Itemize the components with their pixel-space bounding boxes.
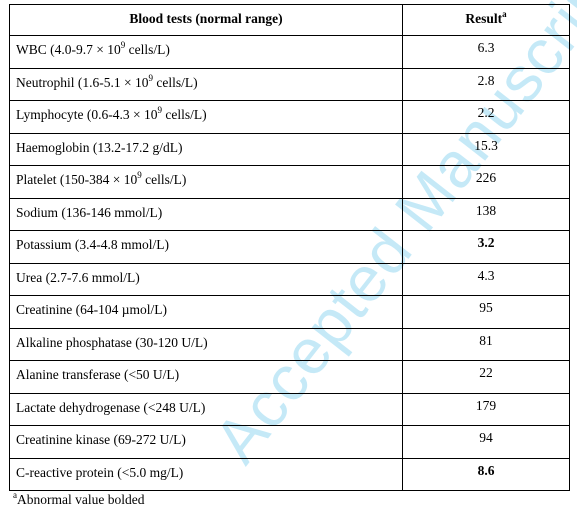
result-cell: 94 (402, 425, 570, 459)
table-row: Platelet (150-384 × 109 cells/L) 226 (9, 165, 570, 199)
table-row: Potassium (3.4-4.8 mmol/L) 3.2 (9, 230, 570, 264)
table-row: Sodium (136-146 mmol/L) 138 (9, 197, 570, 231)
test-name: Lymphocyte (0.6-4.3 × 10 (16, 107, 158, 122)
test-name-cell: Neutrophil (1.6-5.1 × 109 cells/L) (9, 67, 403, 101)
test-name: Alanine transferase (<50 U/L) (16, 367, 180, 382)
result-cell: 81 (402, 327, 570, 361)
table-row: Creatinine (64-104 µmol/L) 95 (9, 295, 570, 329)
test-name-cell: Haemoglobin (13.2-17.2 g/dL) (9, 132, 403, 166)
test-name: Alkaline phosphatase (30-120 U/L) (16, 334, 208, 350)
table-row: Neutrophil (1.6-5.1 × 109 cells/L) 2.8 (9, 67, 570, 101)
result-cell: 138 (402, 197, 570, 231)
test-name-cell: Urea (2.7-7.6 mmol/L) (9, 262, 403, 296)
result-cell: 8.6 (402, 457, 570, 491)
test-name-cell: C-reactive protein (<5.0 mg/L) (9, 457, 403, 491)
header-result-label: Result (465, 11, 503, 26)
test-name-cell: WBC (4.0-9.7 × 109 cells/L) (9, 35, 403, 69)
table-row: Urea (2.7-7.6 mmol/L) 4.3 (9, 262, 570, 296)
result-cell: 2.8 (402, 67, 570, 101)
header-result-sup: a (502, 9, 507, 19)
test-name-cell: Lymphocyte (0.6-4.3 × 109 cells/L) (9, 100, 403, 134)
test-name-cell: Platelet (150-384 × 109 cells/L) (9, 165, 403, 199)
test-name-exponent: 9 (148, 72, 153, 83)
table-body: WBC (4.0-9.7 × 109 cells/L) 6.3 Neutrophil… (9, 35, 570, 491)
footnote-text: Abnormal value bolded (17, 492, 145, 507)
result-cell: 95 (402, 295, 570, 329)
result-cell: 6.3 (402, 35, 570, 69)
test-name: Potassium (3.4-4.8 mmol/L) (16, 237, 169, 252)
test-name: Haemoglobin (13.2-17.2 g/dL) (16, 139, 183, 155)
table-row: Alanine transferase (<50 U/L) 22 (9, 360, 570, 394)
test-name: WBC (4.0-9.7 × 10 (16, 42, 121, 57)
test-name-cell: Potassium (3.4-4.8 mmol/L) (9, 230, 403, 264)
header-result: Resulta (402, 4, 570, 36)
table-row: Lactate dehydrogenase (<248 U/L) 179 (9, 392, 570, 426)
test-name-cell: Alkaline phosphatase (30-120 U/L) (9, 327, 403, 361)
table-header-row: Blood tests (normal range) Resulta (9, 4, 570, 36)
table-row: Creatinine kinase (69-272 U/L) 94 (9, 425, 570, 459)
header-test: Blood tests (normal range) (9, 4, 403, 36)
test-name-exponent: 9 (157, 105, 162, 115)
test-name-unit: cells/L) (161, 107, 207, 122)
test-name: Sodium (136-146 mmol/L) (16, 204, 163, 220)
test-name: C-reactive protein (<5.0 mg/L) (16, 464, 184, 480)
blood-tests-table: Blood tests (normal range) Resulta WBC (… (9, 4, 570, 491)
table-row: Lymphocyte (0.6-4.3 × 109 cells/L) 2.2 (9, 100, 570, 134)
table-row: Haemoglobin (13.2-17.2 g/dL) 15.3 (9, 132, 570, 166)
footnote: aAbnormal value bolded (13, 490, 145, 508)
table-row: Alkaline phosphatase (30-120 U/L) 81 (9, 327, 570, 361)
test-name: Neutrophil (1.6-5.1 × 10 (16, 74, 149, 90)
result-cell: 22 (402, 360, 570, 394)
test-name: Creatinine kinase (69-272 U/L) (16, 432, 186, 447)
test-name: Platelet (150-384 × 10 (16, 172, 138, 187)
test-name-exponent: 9 (137, 170, 142, 180)
test-name: Creatinine (64-104 µmol/L) (16, 302, 167, 317)
result-cell: 15.3 (402, 132, 570, 166)
result-cell: 3.2 (402, 230, 570, 264)
test-name-unit: cells/L) (125, 42, 170, 57)
test-name-unit: cells/L) (141, 172, 187, 187)
table-row: C-reactive protein (<5.0 mg/L) 8.6 (9, 457, 570, 491)
test-name-unit: cells/L) (152, 74, 198, 90)
test-name: Lactate dehydrogenase (<248 U/L) (16, 399, 206, 415)
test-name-cell: Creatinine (64-104 µmol/L) (9, 295, 403, 329)
test-name: Urea (2.7-7.6 mmol/L) (16, 269, 140, 285)
result-cell: 2.2 (402, 100, 570, 134)
footnote-sup: a (13, 490, 17, 500)
table-row: WBC (4.0-9.7 × 109 cells/L) 6.3 (9, 35, 570, 69)
result-cell: 4.3 (402, 262, 570, 296)
result-cell: 179 (402, 392, 570, 426)
test-name-cell: Sodium (136-146 mmol/L) (9, 197, 403, 231)
test-name-cell: Creatinine kinase (69-272 U/L) (9, 425, 403, 459)
result-cell: 226 (402, 165, 570, 199)
test-name-cell: Lactate dehydrogenase (<248 U/L) (9, 392, 403, 426)
test-name-exponent: 9 (120, 40, 126, 50)
test-name-cell: Alanine transferase (<50 U/L) (9, 360, 403, 394)
